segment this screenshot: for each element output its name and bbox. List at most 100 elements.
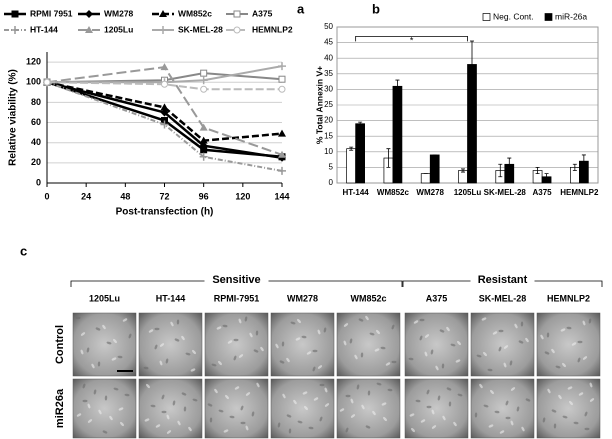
cell: [297, 318, 301, 324]
cell: [525, 337, 529, 343]
cell: [302, 391, 308, 395]
cell: [317, 329, 321, 335]
cell: [424, 334, 430, 338]
micrograph: [138, 312, 203, 377]
marker: [278, 75, 286, 83]
series-line: [46, 81, 282, 91]
series-line: [47, 65, 283, 84]
cell: [122, 318, 128, 322]
cell: [233, 355, 237, 361]
legend-label: Neg. Cont.: [493, 11, 534, 21]
cell: [361, 404, 365, 410]
cell: [319, 416, 323, 422]
cell: [339, 408, 345, 412]
cell: [240, 421, 246, 425]
cell: [431, 409, 435, 415]
panel-letter: a: [297, 1, 305, 16]
cell: [214, 388, 218, 394]
significance-label: *: [410, 36, 414, 46]
cell: [148, 329, 154, 333]
cell: [551, 409, 557, 413]
cell: [553, 423, 557, 429]
cell: [376, 382, 382, 386]
cell: [188, 426, 192, 432]
cell: [218, 360, 222, 366]
cell: [185, 352, 191, 356]
cell: [177, 420, 181, 426]
cell: [181, 335, 185, 341]
cell: [211, 363, 217, 367]
cell: [102, 430, 108, 434]
cell: [181, 392, 187, 396]
cell: [409, 413, 415, 417]
marker: [200, 69, 208, 77]
cell: [111, 357, 117, 361]
cell: [87, 403, 91, 409]
y-axis-title: Relative viability (%): [8, 69, 19, 166]
cell: [82, 383, 86, 389]
series-line: [46, 72, 283, 84]
cell: [483, 351, 487, 357]
cell: [479, 383, 483, 389]
micrograph: [72, 378, 137, 439]
marker: [278, 150, 286, 158]
cell: [483, 404, 489, 408]
marker: [159, 10, 167, 17]
error-bar: [470, 40, 474, 89]
cell: [589, 398, 595, 402]
cell: [229, 415, 235, 419]
cell: [249, 332, 253, 338]
error-bar: [395, 79, 400, 93]
series-line: [46, 81, 283, 160]
cell: [282, 393, 286, 399]
marker: [233, 10, 241, 18]
cell: [218, 409, 224, 413]
cell: [431, 425, 437, 429]
row-label: Control: [54, 325, 66, 364]
bar: [420, 173, 431, 184]
legend-label: WM278: [104, 8, 134, 18]
cell: [521, 426, 525, 432]
cell: [588, 318, 592, 324]
error-bar: [581, 154, 586, 168]
cell: [93, 389, 97, 395]
x-axis-title: Post-transfection (h): [116, 207, 214, 218]
cell: [380, 346, 386, 350]
cell: [505, 400, 509, 406]
marker: [200, 85, 208, 93]
column-label: 1205Lu: [89, 293, 120, 303]
cell: [166, 430, 172, 434]
cell: [505, 416, 511, 420]
cell: [183, 406, 187, 412]
marker: [278, 166, 286, 175]
legend-label: 1205Lu: [104, 24, 133, 34]
y-tick-label: 25: [324, 100, 333, 109]
cell: [120, 421, 124, 427]
cell: [424, 351, 428, 357]
cell: [560, 328, 566, 332]
cell: [566, 326, 572, 330]
cell: [435, 365, 439, 371]
cell: [420, 419, 426, 423]
cell: [190, 368, 196, 372]
cell: [128, 333, 132, 339]
cell: [518, 340, 524, 344]
micrograph: [336, 312, 401, 377]
cell: [75, 316, 81, 320]
y-tick-label: 0: [36, 177, 41, 187]
cell: [260, 346, 264, 352]
cell: [584, 411, 588, 417]
cell: [95, 327, 101, 331]
cell: [238, 354, 244, 358]
cell: [161, 394, 165, 400]
cell: [343, 340, 347, 346]
series-line: [46, 66, 283, 156]
cell: [387, 388, 393, 392]
micrograph: [138, 378, 203, 439]
panel-letter: c: [20, 243, 27, 258]
cell: [209, 417, 213, 423]
cell: [474, 412, 478, 418]
legend-swatch: [544, 13, 553, 21]
cell: [286, 357, 290, 363]
x-tick-label: 120: [235, 191, 250, 201]
